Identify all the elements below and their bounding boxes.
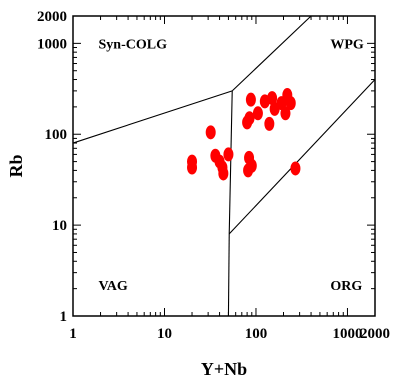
- data-point: [290, 161, 301, 176]
- boundary-line: [72, 90, 233, 144]
- boundary-line: [227, 233, 230, 317]
- data-point: [245, 92, 256, 107]
- y-tick-label: 1: [60, 309, 68, 325]
- x-tick-label: 1000: [332, 326, 362, 342]
- region-label: ORG: [330, 279, 362, 294]
- plot-frame: [72, 15, 376, 317]
- y-tick-label: 2000: [37, 9, 67, 25]
- data-point: [218, 166, 229, 181]
- y-axis-ticks: 1 10 100 1000 2000: [37, 9, 375, 325]
- x-axis-label: Y+Nb: [201, 359, 247, 379]
- region-label: Syn-COLG: [99, 37, 168, 52]
- data-point: [223, 147, 234, 162]
- data-point: [187, 160, 198, 175]
- data-point: [244, 111, 255, 126]
- data-point: [267, 91, 278, 106]
- data-point: [205, 125, 216, 140]
- x-tick-label: 2000: [360, 326, 390, 342]
- boundary-line: [231, 15, 312, 92]
- x-tick-label: 1: [69, 326, 77, 342]
- boundary-line: [228, 79, 376, 235]
- data-point: [264, 116, 275, 131]
- data-point: [285, 96, 296, 111]
- discrimination-boundaries: [72, 15, 376, 317]
- region-labels: Syn-COLG WPG VAG ORG: [99, 37, 364, 294]
- y-axis-label: Rb: [6, 154, 26, 177]
- data-point: [280, 106, 291, 121]
- y-tick-label: 100: [45, 127, 68, 143]
- boundary-line: [228, 90, 233, 234]
- data-point: [252, 106, 263, 121]
- region-label: WPG: [330, 37, 364, 52]
- y-tick-label: 1000: [37, 36, 67, 52]
- region-label: VAG: [99, 279, 128, 294]
- x-tick-label: 100: [245, 326, 268, 342]
- x-tick-label: 10: [157, 326, 172, 342]
- data-point: [243, 163, 254, 178]
- y-tick-label: 10: [52, 218, 67, 234]
- data-points: [187, 88, 301, 181]
- axes: [72, 15, 376, 317]
